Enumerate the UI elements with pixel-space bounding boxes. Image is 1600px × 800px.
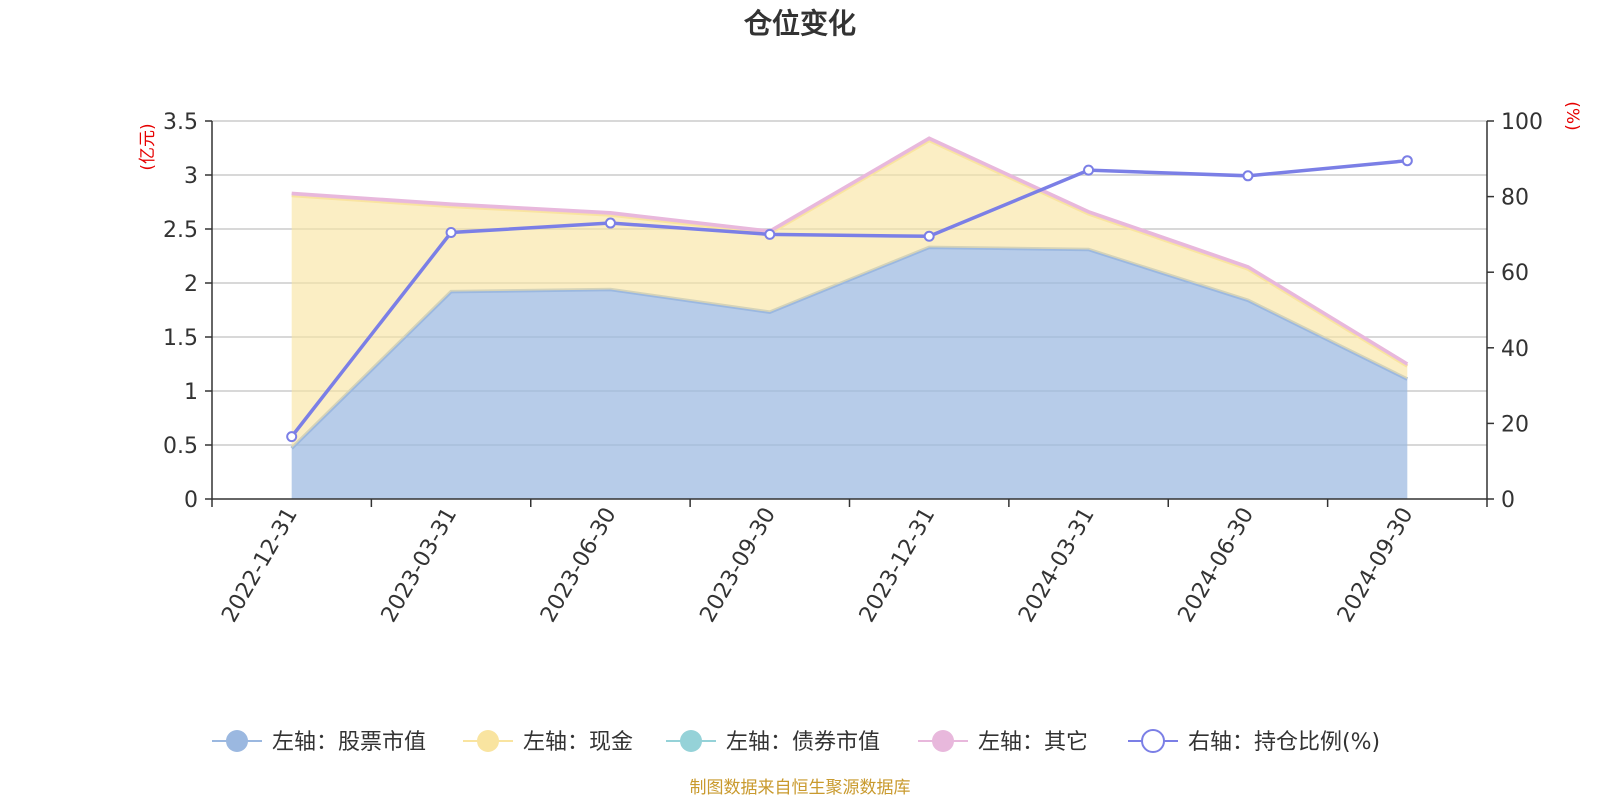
legend-label: 左轴：债券市值 bbox=[726, 730, 880, 755]
right-tick-label: 100 bbox=[1501, 110, 1543, 135]
legend-marker-circle bbox=[226, 730, 248, 752]
area-line-series-3 bbox=[291, 136, 1409, 366]
legend-marker-circle bbox=[932, 730, 954, 752]
left-tick-label: 1 bbox=[184, 380, 198, 405]
area-series-1 bbox=[291, 140, 1408, 449]
legend-item-3: 左轴：其它 bbox=[918, 730, 1088, 755]
x-tick-label: 2024-03-31 bbox=[1014, 504, 1100, 627]
legend-item-4: 右轴：持仓比例(%) bbox=[1128, 729, 1380, 755]
chart-title: 仓位变化 bbox=[744, 7, 856, 40]
x-tick-label: 2023-03-31 bbox=[377, 504, 463, 627]
holding-ratio-point bbox=[923, 230, 935, 242]
legend-label: 右轴：持仓比例(%) bbox=[1188, 730, 1380, 755]
legend-marker-circle bbox=[477, 730, 499, 752]
right-tick-label: 80 bbox=[1501, 186, 1529, 211]
right-tick-label: 60 bbox=[1501, 261, 1529, 286]
left-axis-unit: (亿元) bbox=[138, 123, 158, 170]
right-tick-label: 40 bbox=[1501, 337, 1529, 362]
left-tick-label: 3.5 bbox=[163, 110, 198, 135]
legend-item-1: 左轴：现金 bbox=[463, 730, 633, 755]
legend-label: 左轴：股票市值 bbox=[272, 730, 426, 755]
x-tick-label: 2023-06-30 bbox=[536, 504, 622, 627]
stacked-areas bbox=[290, 136, 1409, 499]
legend-marker-circle bbox=[680, 730, 702, 752]
right-axis-unit: (%) bbox=[1562, 101, 1582, 130]
left-tick-label: 2 bbox=[184, 272, 198, 297]
legend-label: 左轴：其它 bbox=[978, 730, 1088, 755]
legend-marker-circle bbox=[1141, 729, 1165, 753]
holding-ratio-point bbox=[1401, 155, 1413, 167]
left-tick-label: 0 bbox=[184, 488, 198, 513]
holding-ratio-point bbox=[445, 227, 457, 239]
legend-item-0: 左轴：股票市值 bbox=[212, 730, 426, 755]
right-tick-label: 20 bbox=[1501, 412, 1529, 437]
left-tick-label: 3 bbox=[184, 164, 198, 189]
legend-label: 左轴：现金 bbox=[523, 730, 633, 755]
holding-ratio-point bbox=[764, 228, 776, 240]
left-tick-label: 0.5 bbox=[163, 434, 198, 459]
left-tick-label: 2.5 bbox=[163, 218, 198, 243]
holding-ratio-point bbox=[604, 217, 616, 229]
legend: 左轴：股票市值 左轴：现金 左轴：债券市值 左轴：其它 右轴：持仓比例(%) bbox=[212, 729, 1380, 755]
x-tick-label: 2024-06-30 bbox=[1174, 504, 1260, 627]
holding-ratio-point bbox=[286, 431, 298, 443]
holding-ratio-line bbox=[290, 158, 1408, 438]
data-source-note: 制图数据来自恒生聚源数据库 bbox=[690, 778, 911, 798]
right-tick-label: 0 bbox=[1501, 488, 1515, 513]
holding-ratio-point bbox=[1083, 164, 1095, 176]
holding-ratio-series bbox=[286, 155, 1413, 443]
left-tick-label: 1.5 bbox=[163, 326, 198, 351]
holding-ratio-point bbox=[1242, 170, 1254, 182]
legend-item-2: 左轴：债券市值 bbox=[666, 730, 880, 755]
x-tick-label: 2022-12-31 bbox=[217, 504, 303, 627]
x-tick-label: 2024-09-30 bbox=[1333, 504, 1419, 627]
x-tick-label: 2023-09-30 bbox=[695, 504, 781, 627]
area-series-0 bbox=[291, 247, 1408, 499]
x-tick-label: 2023-12-31 bbox=[855, 504, 941, 627]
